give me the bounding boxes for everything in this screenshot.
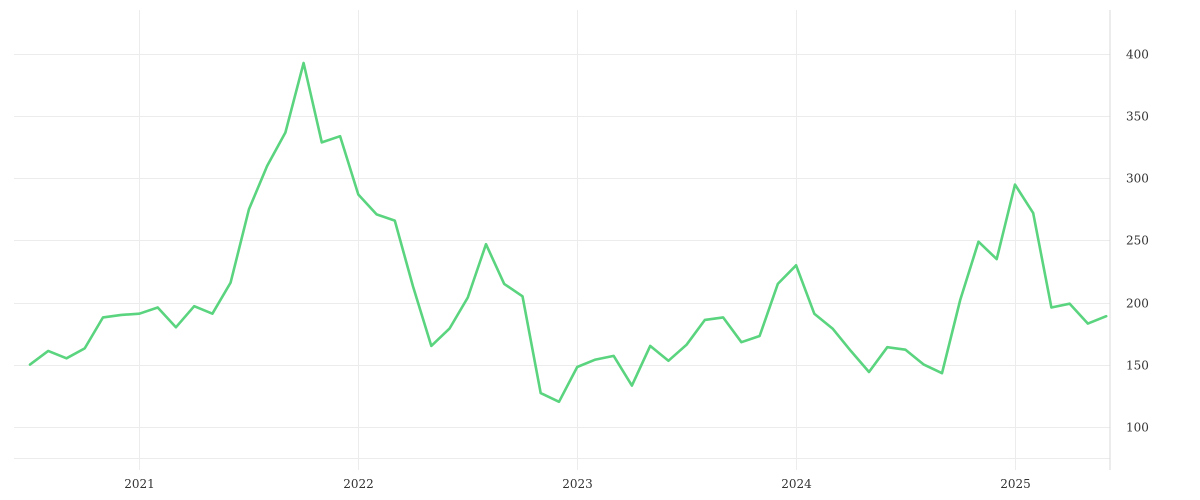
data-point xyxy=(467,296,469,298)
data-point xyxy=(831,327,833,329)
data-point xyxy=(412,285,414,287)
x-tick-label: 2021 xyxy=(124,477,155,491)
data-point xyxy=(47,350,49,352)
data-point xyxy=(685,344,687,346)
data-point xyxy=(229,281,231,283)
data-point xyxy=(795,264,797,266)
data-point xyxy=(996,258,998,260)
data-point xyxy=(448,327,450,329)
data-point xyxy=(613,355,615,357)
data-point xyxy=(868,371,870,373)
data-point xyxy=(740,341,742,343)
data-point xyxy=(521,295,523,297)
x-tick-label: 2023 xyxy=(562,477,593,491)
data-point xyxy=(65,357,67,359)
data-point xyxy=(503,283,505,285)
data-point xyxy=(157,306,159,308)
grid-lines xyxy=(14,10,1110,470)
data-point xyxy=(84,347,86,349)
series-line-path xyxy=(28,61,1108,404)
x-tick-label: 2024 xyxy=(781,477,812,491)
data-point xyxy=(29,363,31,365)
data-point xyxy=(302,62,304,64)
data-point xyxy=(175,326,177,328)
data-point xyxy=(576,366,578,368)
data-point xyxy=(375,213,377,215)
data-point xyxy=(1105,315,1107,317)
data-point xyxy=(1032,212,1034,214)
y-tick-label: 100 xyxy=(1126,421,1149,435)
data-point xyxy=(357,193,359,195)
data-point xyxy=(977,241,979,243)
data-point xyxy=(102,316,104,318)
data-point xyxy=(284,131,286,133)
data-point xyxy=(594,358,596,360)
y-tick-label: 150 xyxy=(1126,359,1149,373)
x-tick-labels: 2021 2022 2023 2024 2025 xyxy=(124,477,1031,491)
data-point xyxy=(430,345,432,347)
y-tick-label: 300 xyxy=(1126,172,1149,186)
data-point xyxy=(339,135,341,137)
data-point xyxy=(1014,183,1016,185)
y-tick-label: 350 xyxy=(1126,110,1149,124)
data-point xyxy=(394,219,396,221)
data-point xyxy=(941,372,943,374)
data-point xyxy=(704,319,706,321)
data-point xyxy=(1050,306,1052,308)
data-point xyxy=(813,313,815,315)
y-tick-label: 200 xyxy=(1126,297,1149,311)
data-point xyxy=(959,299,961,301)
data-point xyxy=(777,283,779,285)
data-point xyxy=(1069,303,1071,305)
data-point xyxy=(1087,322,1089,324)
data-point xyxy=(722,316,724,318)
data-point xyxy=(321,141,323,143)
data-point xyxy=(485,243,487,245)
data-point xyxy=(667,360,669,362)
y-tick-label: 400 xyxy=(1126,48,1149,62)
data-point xyxy=(540,392,542,394)
x-tick-label: 2025 xyxy=(1000,477,1031,491)
data-point xyxy=(886,346,888,348)
data-point xyxy=(248,208,250,210)
data-point xyxy=(266,165,268,167)
data-points xyxy=(29,62,1108,403)
data-point xyxy=(631,384,633,386)
data-point xyxy=(758,335,760,337)
data-point xyxy=(904,349,906,351)
data-point xyxy=(211,313,213,315)
data-point xyxy=(120,314,122,316)
data-point xyxy=(138,313,140,315)
x-tick-label: 2022 xyxy=(343,477,374,491)
y-tick-label: 250 xyxy=(1126,234,1149,248)
data-point xyxy=(558,401,560,403)
data-point xyxy=(649,345,651,347)
data-point xyxy=(850,350,852,352)
data-point xyxy=(923,363,925,365)
data-point xyxy=(193,305,195,307)
series-line xyxy=(28,61,1108,404)
y-tick-labels: 100 150 200 250 300 350 400 xyxy=(1126,48,1149,435)
